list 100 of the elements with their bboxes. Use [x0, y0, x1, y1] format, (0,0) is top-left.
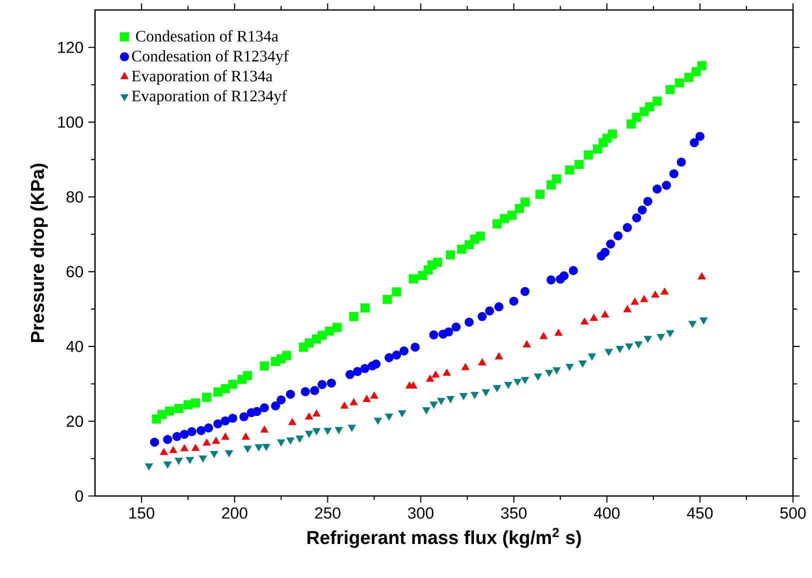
point — [169, 446, 178, 454]
point — [160, 448, 168, 456]
point — [305, 412, 314, 420]
point — [446, 396, 454, 403]
point — [348, 424, 356, 432]
point — [676, 158, 686, 167]
point — [300, 387, 310, 396]
point — [580, 318, 588, 325]
point — [540, 332, 548, 340]
point — [698, 272, 706, 280]
point — [623, 305, 632, 312]
point — [643, 196, 652, 206]
point — [432, 370, 440, 378]
x-tick-label: 200 — [222, 507, 248, 519]
point — [442, 368, 451, 376]
point — [305, 430, 314, 438]
point — [695, 132, 704, 141]
point — [384, 353, 394, 362]
y-tick-label: 120 — [58, 42, 83, 54]
point — [192, 444, 200, 451]
point — [312, 410, 320, 417]
point — [545, 370, 554, 377]
y-axis-title: Pressure drop (KPa) — [30, 164, 48, 342]
point — [334, 427, 343, 434]
x-tick-label: 250 — [315, 507, 340, 519]
legend-label: Evaporation of R1234yf — [132, 90, 287, 105]
point — [225, 450, 233, 458]
point — [660, 288, 669, 295]
point — [202, 438, 211, 446]
point — [568, 266, 578, 276]
point — [604, 348, 613, 356]
point — [478, 358, 486, 366]
point — [385, 414, 394, 421]
point — [326, 378, 336, 388]
point — [632, 213, 642, 222]
point — [374, 418, 382, 425]
point — [422, 407, 430, 414]
point — [651, 290, 660, 298]
point — [163, 435, 172, 444]
point — [464, 318, 474, 327]
point — [578, 360, 587, 368]
point — [509, 296, 518, 306]
point — [370, 392, 378, 399]
point — [478, 312, 487, 322]
y-tick-label: 20 — [66, 416, 84, 427]
point — [392, 350, 402, 360]
point — [554, 328, 562, 336]
point — [174, 458, 183, 465]
point — [318, 380, 327, 390]
point — [622, 223, 632, 232]
point — [360, 364, 370, 374]
point — [288, 418, 296, 426]
point — [437, 398, 446, 405]
point — [669, 169, 678, 178]
legend-label: Evaporation of R134a — [132, 70, 272, 85]
point — [150, 438, 160, 447]
point — [345, 370, 355, 380]
x-axis-title: Refrigerant mass flux (kg/m$^{2}$ s) — [307, 528, 581, 548]
point — [640, 295, 648, 302]
point — [276, 395, 286, 404]
point — [700, 318, 708, 324]
point — [504, 382, 512, 389]
point — [616, 346, 624, 353]
point — [614, 231, 623, 240]
point — [588, 353, 596, 360]
point — [493, 385, 502, 392]
point — [172, 432, 182, 442]
point — [444, 327, 454, 336]
point — [552, 367, 561, 374]
x-tick-label: 150 — [129, 507, 154, 519]
point — [254, 444, 263, 452]
point — [546, 275, 556, 284]
x-tick-label: 500 — [780, 507, 806, 519]
point — [634, 341, 642, 348]
point — [485, 306, 494, 316]
point — [656, 334, 665, 341]
y-tick-label: 0 — [75, 490, 84, 502]
point — [460, 393, 468, 400]
y-tick-label: 100 — [58, 116, 83, 128]
point — [180, 444, 188, 452]
point — [286, 390, 295, 399]
point — [340, 402, 348, 409]
x-tick-label: 450 — [686, 507, 713, 519]
point — [187, 427, 196, 436]
point — [262, 444, 270, 451]
point — [252, 406, 262, 416]
point — [196, 426, 206, 436]
point — [644, 336, 652, 343]
point — [312, 428, 320, 436]
point — [514, 378, 522, 386]
point — [534, 374, 542, 381]
point — [260, 403, 269, 412]
point — [429, 330, 438, 340]
legend-label: Condesation of R1234yf — [132, 50, 289, 65]
point — [410, 342, 420, 352]
point — [362, 395, 371, 402]
point — [286, 438, 294, 444]
point — [494, 352, 503, 360]
x-tick-label: 400 — [594, 507, 620, 519]
point — [521, 376, 529, 384]
